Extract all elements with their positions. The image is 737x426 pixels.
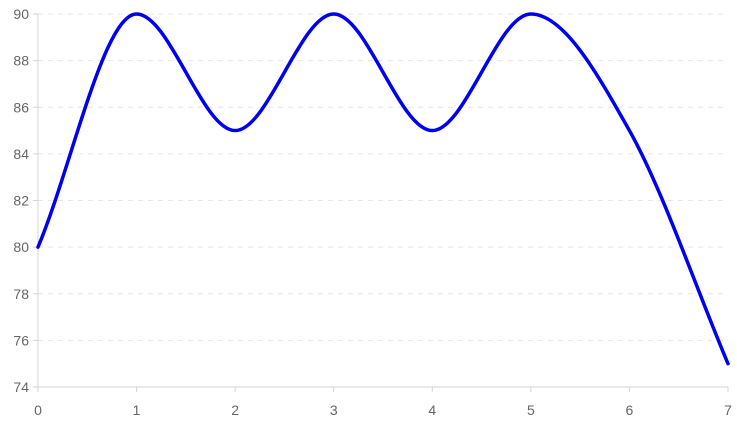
x-tick-label: 1 xyxy=(133,402,141,418)
x-tick-label: 4 xyxy=(428,402,436,418)
x-tick-label: 3 xyxy=(330,402,338,418)
x-axis-tick-labels: 0 1 2 3 4 5 6 7 xyxy=(34,402,732,418)
x-tick-label: 5 xyxy=(527,402,535,418)
y-tick-label: 84 xyxy=(13,146,29,162)
y-tick-label: 80 xyxy=(13,239,29,255)
axes xyxy=(33,13,729,392)
x-tick-label: 6 xyxy=(626,402,634,418)
y-tick-label: 86 xyxy=(13,99,29,115)
y-tick-label: 74 xyxy=(13,379,29,395)
y-tick-label: 90 xyxy=(13,6,29,22)
y-tick-label: 82 xyxy=(13,193,29,209)
series-layer xyxy=(36,12,730,366)
x-tick-label: 2 xyxy=(231,402,239,418)
y-tick-label: 88 xyxy=(13,53,29,69)
y-tick-label: 76 xyxy=(13,332,29,348)
series-line-0 xyxy=(36,12,730,366)
x-tick-label: 0 xyxy=(34,402,42,418)
x-tick-label: 7 xyxy=(724,402,732,418)
y-axis-tick-labels: 74 76 78 80 82 84 86 88 90 xyxy=(13,6,29,395)
y-tick-label: 78 xyxy=(13,286,29,302)
grid-lines xyxy=(38,13,728,341)
